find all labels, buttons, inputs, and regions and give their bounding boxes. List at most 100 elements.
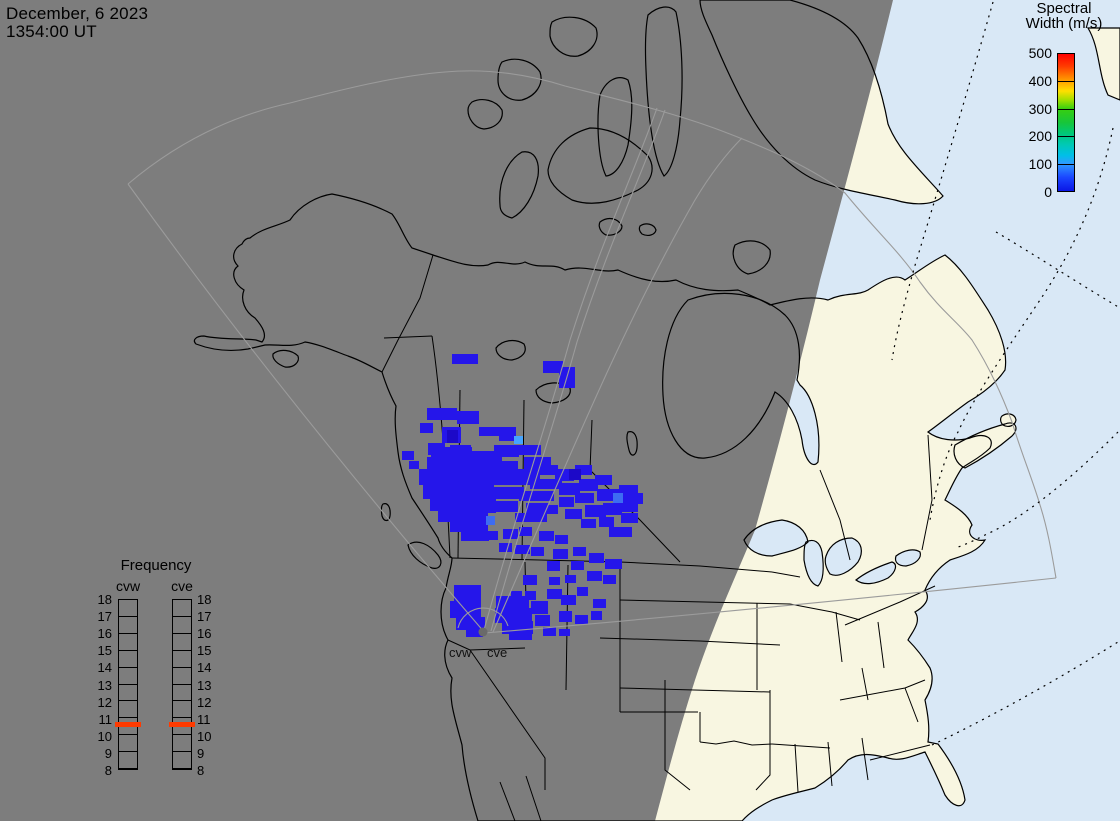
- colorbar-segment-line: [1057, 164, 1075, 166]
- echo-cell: [471, 451, 502, 461]
- frequency-tick-left: 18: [97, 592, 112, 607]
- frequency-marker: [169, 721, 195, 727]
- echo-cell: [565, 509, 582, 519]
- echo-cell: [452, 354, 478, 364]
- echo-cell: [438, 511, 488, 522]
- echo-cell: [532, 513, 547, 522]
- frequency-tick-left: 12: [97, 694, 112, 710]
- frequency-cell: [119, 600, 137, 617]
- echo-cell: [581, 519, 596, 528]
- echo-cell: [525, 591, 536, 600]
- frequency-legend-title: Frequency: [120, 557, 192, 574]
- echo-cell: [409, 461, 419, 469]
- echo-cell: [543, 627, 556, 636]
- echo-cell: [515, 469, 540, 479]
- frequency-bar-cve: [169, 599, 195, 770]
- echo-cell: [526, 503, 549, 513]
- frequency-cell: [119, 718, 137, 736]
- echo-cell: [519, 491, 538, 501]
- echo-cell: [530, 479, 553, 489]
- echo-cell: [549, 577, 560, 585]
- echo-cell: [559, 611, 572, 622]
- frequency-cell: [173, 735, 191, 753]
- frequency-tick-right: 13: [197, 677, 212, 693]
- echo-cell: [577, 587, 588, 596]
- echo-cell: [599, 517, 614, 527]
- frequency-bar-cvw: [115, 599, 141, 770]
- colorbar-tick-label: 200: [1028, 128, 1052, 145]
- echo-cell: [543, 361, 563, 373]
- echo-cell: [479, 427, 516, 436]
- echo-cell: [555, 535, 568, 544]
- echo-cell: [503, 529, 518, 539]
- colorbar-tick-label: 400: [1028, 72, 1052, 89]
- frequency-column-cve: cve: [171, 578, 193, 594]
- fov-near-range-arc: [457, 607, 509, 629]
- echo-cell: [547, 479, 562, 489]
- fov-outer-arc: [127, 70, 1057, 579]
- echo-cell: [565, 575, 576, 583]
- frequency-tick-left: 9: [104, 745, 112, 761]
- date-text: December, 6 2023: [6, 4, 149, 23]
- echo-cell: [499, 433, 516, 441]
- frequency-cell: [119, 752, 137, 770]
- frequency-cell: [173, 752, 191, 770]
- fov-mid-line-2: [490, 109, 666, 632]
- frequency-cell: [119, 651, 137, 668]
- colorbar-segment-line: [1057, 136, 1075, 138]
- echo-cell: [423, 485, 494, 499]
- frequency-tick-right: 10: [197, 728, 212, 744]
- echo-cell: [539, 531, 554, 541]
- frequency-tick-right: 9: [197, 745, 205, 761]
- echo-cell: [461, 499, 496, 513]
- frequency-tick-right: 18: [197, 592, 212, 607]
- echo-cell: [569, 469, 581, 480]
- fov-right-edge: [484, 577, 1057, 634]
- echo-cell: [609, 527, 632, 537]
- echo-cell: [493, 487, 524, 499]
- echo-cell: [603, 503, 622, 515]
- echo-cell: [420, 423, 433, 433]
- frequency-tick-left: 17: [97, 609, 112, 625]
- time-text: 1354:00 UT: [6, 22, 97, 41]
- frequency-cell: [173, 685, 191, 702]
- echo-cell: [537, 491, 554, 501]
- echo-cell: [571, 561, 584, 570]
- colorbar-tick-label: 300: [1028, 100, 1052, 117]
- echo-cell: [605, 559, 622, 569]
- echo-cell: [559, 497, 574, 507]
- timestamp: December, 6 2023 1354:00 UT: [6, 5, 148, 41]
- echo-cell: [456, 617, 485, 630]
- echo-cell: [603, 575, 616, 584]
- echo-cell: [485, 531, 498, 540]
- colorbar-tick-label: 100: [1028, 156, 1052, 173]
- echo-cell: [447, 430, 458, 443]
- echo-cell: [593, 599, 606, 608]
- magnetic-latitude-arcs: [891, 1, 1120, 746]
- frequency-tick-left: 15: [97, 643, 112, 659]
- colorbar-tick-label: 500: [1028, 45, 1052, 61]
- frequency-cell: [173, 701, 191, 719]
- frequency-cell: [173, 718, 191, 736]
- frequency-cell: [173, 668, 191, 685]
- echo-cell: [573, 547, 586, 556]
- colorbar-segment-line: [1057, 80, 1075, 82]
- frequency-cell: [119, 668, 137, 685]
- frequency-cell: [173, 651, 191, 668]
- frequency-tick-right: 12: [197, 694, 212, 710]
- colorbar-tick-label: 0: [1044, 184, 1052, 200]
- echo-cell: [547, 589, 562, 599]
- map-label-cve: cve: [487, 645, 507, 660]
- map-label-cvw: cvw: [449, 645, 472, 660]
- frequency-tick-left: 14: [97, 660, 112, 676]
- frequency-tick-right: 11: [197, 711, 211, 727]
- echo-cell: [559, 483, 580, 495]
- echo-cell: [523, 575, 537, 585]
- echo-cell: [515, 545, 530, 554]
- echo-cell: [619, 485, 638, 512]
- echo-cell: [535, 615, 550, 626]
- frequency-tick-left: 16: [97, 626, 112, 642]
- echo-cell: [587, 571, 602, 581]
